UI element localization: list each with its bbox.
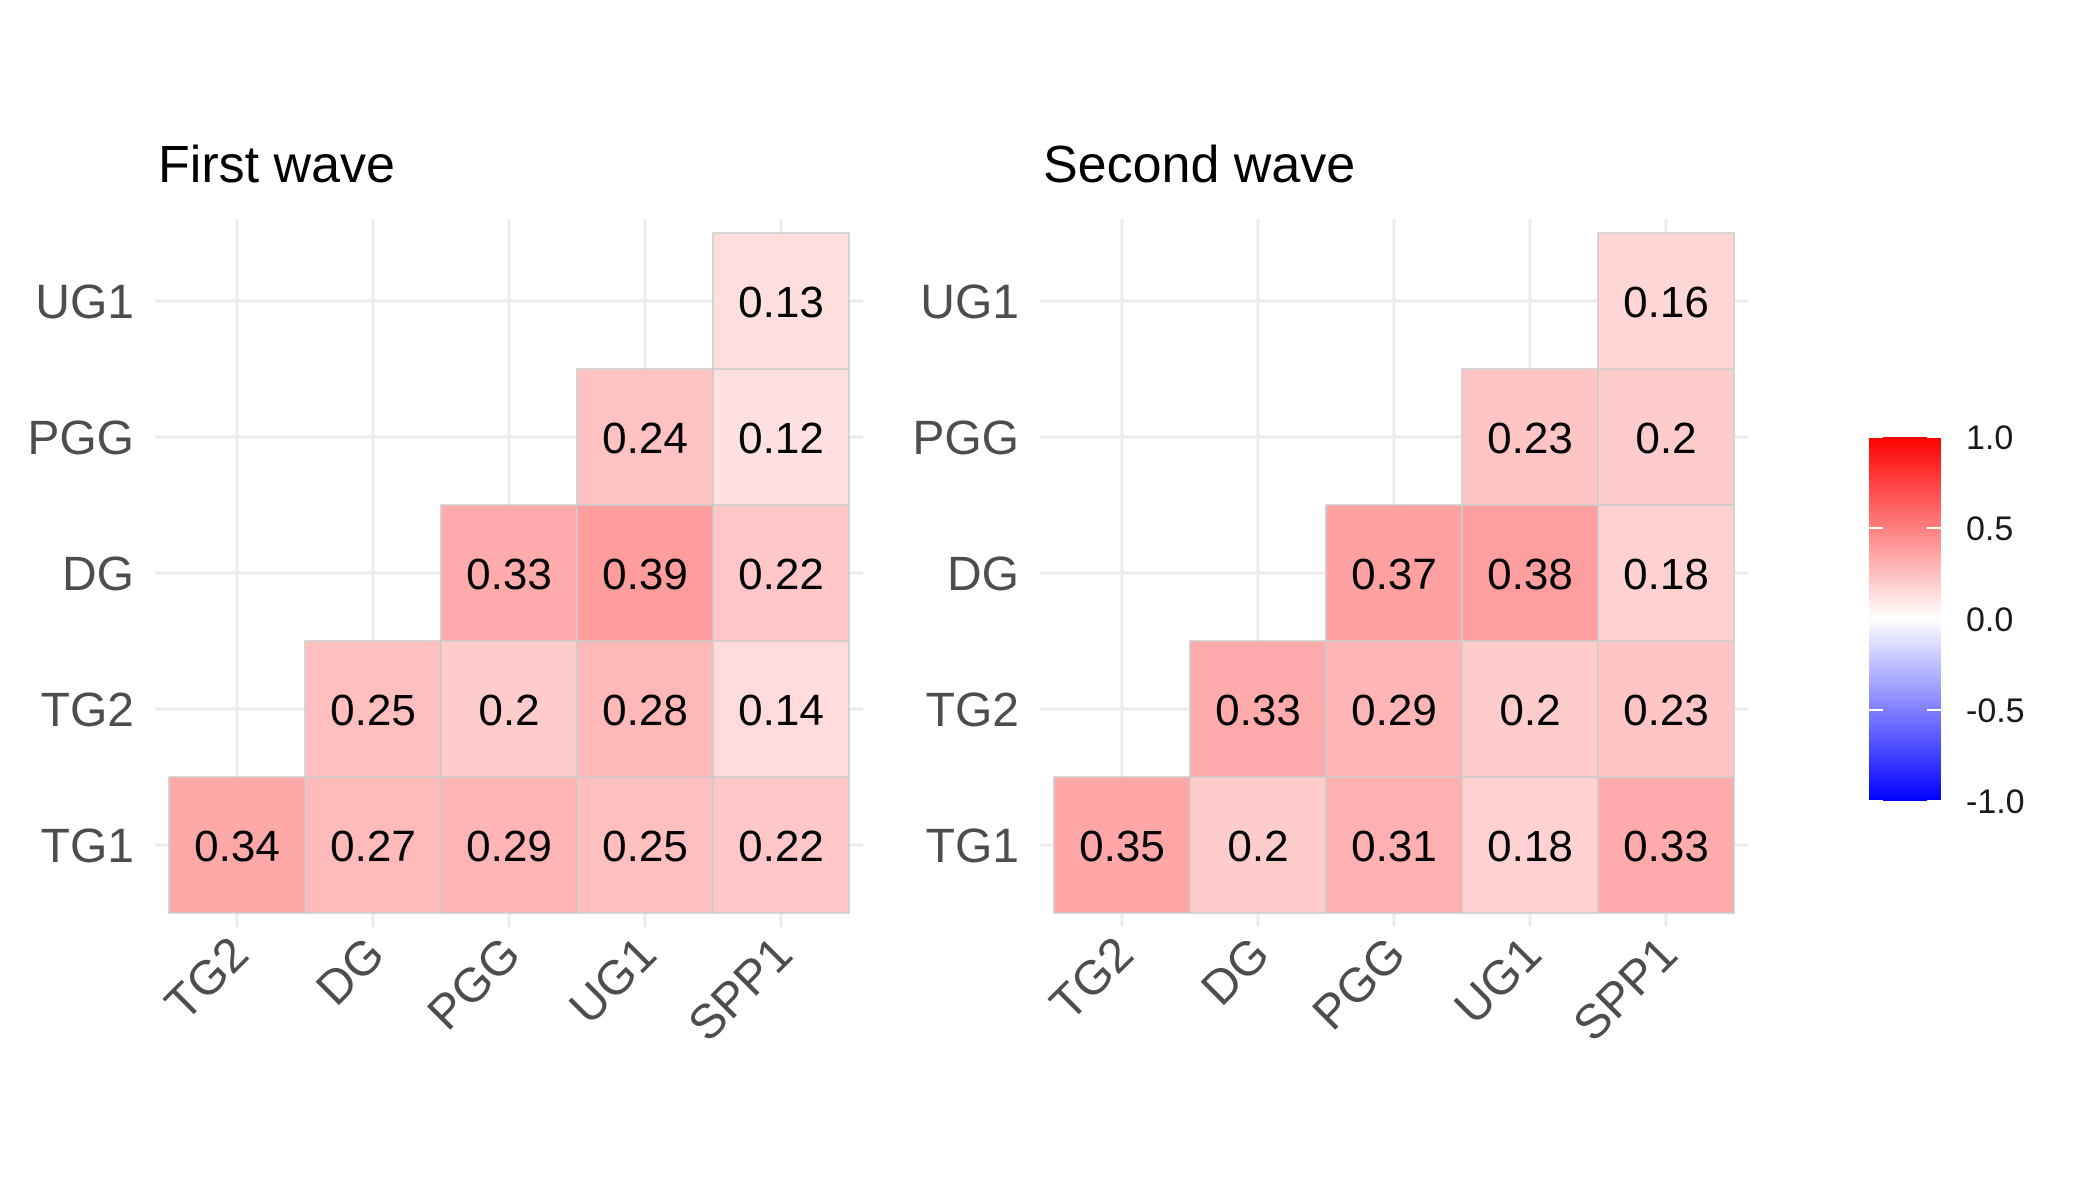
heatmap-cell [1461, 504, 1599, 642]
cell-value-label: 0.14 [738, 686, 824, 735]
y-tick-label: PGG [912, 412, 1019, 465]
colorbar-tick-label: 1.0 [1966, 419, 2013, 457]
panel-cells: 0.35 0.2 0.31 0.18 0.33 0.33 0.29 0.2 0.23 0.37 0.… [1053, 232, 1735, 914]
heatmap-cell [576, 368, 714, 506]
cell-value-label: 0.23 [1487, 414, 1573, 463]
cell-value-label: 0.35 [1079, 822, 1165, 871]
x-tick-label: TG2 [155, 927, 258, 1030]
heatmap-cell [1597, 368, 1735, 506]
cell-value-label: 0.2 [1635, 414, 1696, 463]
heatmap-cell [1597, 640, 1735, 778]
x-tick-label: UG1 [1445, 927, 1552, 1034]
cell-value-label: 0.25 [602, 822, 688, 871]
x-tick-label: TG2 [1040, 927, 1143, 1030]
cell-value-label: 0.28 [602, 686, 688, 735]
cell-value-label: 0.22 [738, 822, 824, 871]
colorbar-tick-label: 0.0 [1966, 601, 2013, 639]
panel-title: First wave [158, 136, 395, 194]
cell-value-label: 0.2 [478, 686, 539, 735]
y-tick-label: TG2 [926, 684, 1019, 737]
heatmap-cell [1189, 640, 1327, 778]
heatmap-cell [304, 640, 442, 778]
cell-value-label: 0.24 [602, 414, 688, 463]
cell-value-label: 0.39 [602, 550, 688, 599]
heatmap-cell [712, 368, 850, 506]
cell-value-label: 0.13 [738, 278, 824, 327]
heatmap-cell [712, 504, 850, 642]
x-tick-label: SPP1 [679, 927, 803, 1051]
cell-value-label: 0.29 [466, 822, 552, 871]
heatmap-cell [1461, 368, 1599, 506]
heatmap-cell [712, 640, 850, 778]
cell-value-label: 0.33 [466, 550, 552, 599]
heatmap-cell [440, 504, 578, 642]
cell-value-label: 0.27 [330, 822, 416, 871]
x-tick-label: UG1 [560, 927, 667, 1034]
colorbar-tick-label: -1.0 [1966, 783, 2025, 821]
heatmap-cell [1597, 232, 1735, 370]
heatmap-cell [712, 776, 850, 914]
x-tick-label: SPP1 [1564, 927, 1688, 1051]
x-axis-labels: TG2 DG PGG UG1 SPP1 [155, 927, 802, 1051]
x-axis-labels: TG2 DG PGG UG1 SPP1 [1040, 927, 1687, 1051]
heatmap-cell [576, 504, 714, 642]
cell-value-label: 0.37 [1351, 550, 1437, 599]
heatmap-panel-first-wave: First wave 0.34 0.27 0.29 0.25 0.220.25 0.2 0.… [27, 136, 863, 1052]
y-tick-label: TG1 [926, 820, 1019, 873]
cell-value-label: 0.2 [1499, 686, 1560, 735]
heatmap-cell [576, 640, 714, 778]
heatmap-cell [1461, 776, 1599, 914]
y-tick-label: UG1 [35, 276, 134, 329]
y-tick-label: TG1 [41, 820, 134, 873]
y-axis-labels: TG1 TG2 DG PGG UG1 [912, 276, 1019, 873]
x-tick-label: DG [306, 927, 394, 1015]
panel-cells: 0.34 0.27 0.29 0.25 0.22 0.25 0.2 0.28 0.14 0.33 0… [168, 232, 850, 914]
heatmap-cell [440, 776, 578, 914]
x-tick-label: PGG [418, 927, 531, 1040]
y-axis-labels: TG1 TG2 DG PGG UG1 [27, 276, 134, 873]
x-tick-label: DG [1191, 927, 1279, 1015]
cell-value-label: 0.34 [194, 822, 280, 871]
cell-value-label: 0.16 [1623, 278, 1709, 327]
cell-value-label: 0.33 [1623, 822, 1709, 871]
y-tick-label: UG1 [920, 276, 1019, 329]
cell-value-label: 0.12 [738, 414, 824, 463]
colorbar-legend: 1.0 0.5 0.0 -0.5 -1.0 [1869, 419, 2025, 821]
heatmap-cell [712, 232, 850, 370]
cell-value-label: 0.33 [1215, 686, 1301, 735]
colorbar-ticks: 1.0 0.5 0.0 -0.5 -1.0 [1869, 419, 2025, 821]
heatmap-cell [1053, 776, 1191, 914]
y-tick-label: DG [947, 548, 1019, 601]
y-tick-label: PGG [27, 412, 134, 465]
x-tick-label: PGG [1303, 927, 1416, 1040]
colorbar-tick-label: -0.5 [1966, 692, 2025, 730]
heatmap-panel-second-wave: Second wave 0.35 0.2 0.31 0.18 0.330.33 0.29 0… [912, 136, 1748, 1052]
heatmap-cell [440, 640, 578, 778]
cell-value-label: 0.2 [1227, 822, 1288, 871]
heatmap-cell [304, 776, 442, 914]
heatmap-cell [1461, 640, 1599, 778]
heatmap-cell [1597, 504, 1735, 642]
cell-value-label: 0.18 [1487, 822, 1573, 871]
y-tick-label: TG2 [41, 684, 134, 737]
y-tick-label: DG [62, 548, 134, 601]
cell-value-label: 0.25 [330, 686, 416, 735]
cell-value-label: 0.18 [1623, 550, 1709, 599]
cell-value-label: 0.23 [1623, 686, 1709, 735]
cell-value-label: 0.31 [1351, 822, 1437, 871]
cell-value-label: 0.38 [1487, 550, 1573, 599]
heatmap-cell [576, 776, 714, 914]
cell-value-label: 0.29 [1351, 686, 1437, 735]
cell-value-label: 0.22 [738, 550, 824, 599]
colorbar-tick-label: 0.5 [1966, 510, 2013, 548]
panel-title: Second wave [1043, 136, 1355, 194]
